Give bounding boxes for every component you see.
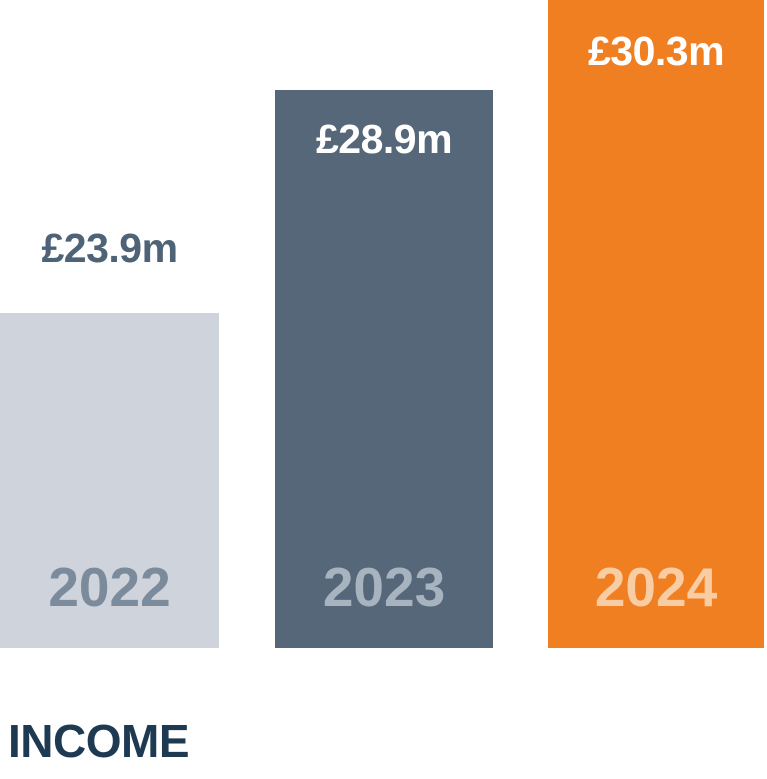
value-label-2024: £30.3m (587, 28, 725, 74)
category-label-2024: 2024 (594, 556, 718, 618)
category-label-2023: 2023 (322, 556, 446, 618)
bar-2023 (275, 90, 493, 648)
bar-2022 (0, 313, 219, 648)
value-label-2022: £23.9m (41, 225, 178, 271)
category-label-2022: 2022 (48, 556, 171, 618)
value-label-2023: £28.9m (315, 116, 453, 162)
chart-title: INCOME (8, 715, 190, 767)
bar-2024 (548, 0, 764, 648)
